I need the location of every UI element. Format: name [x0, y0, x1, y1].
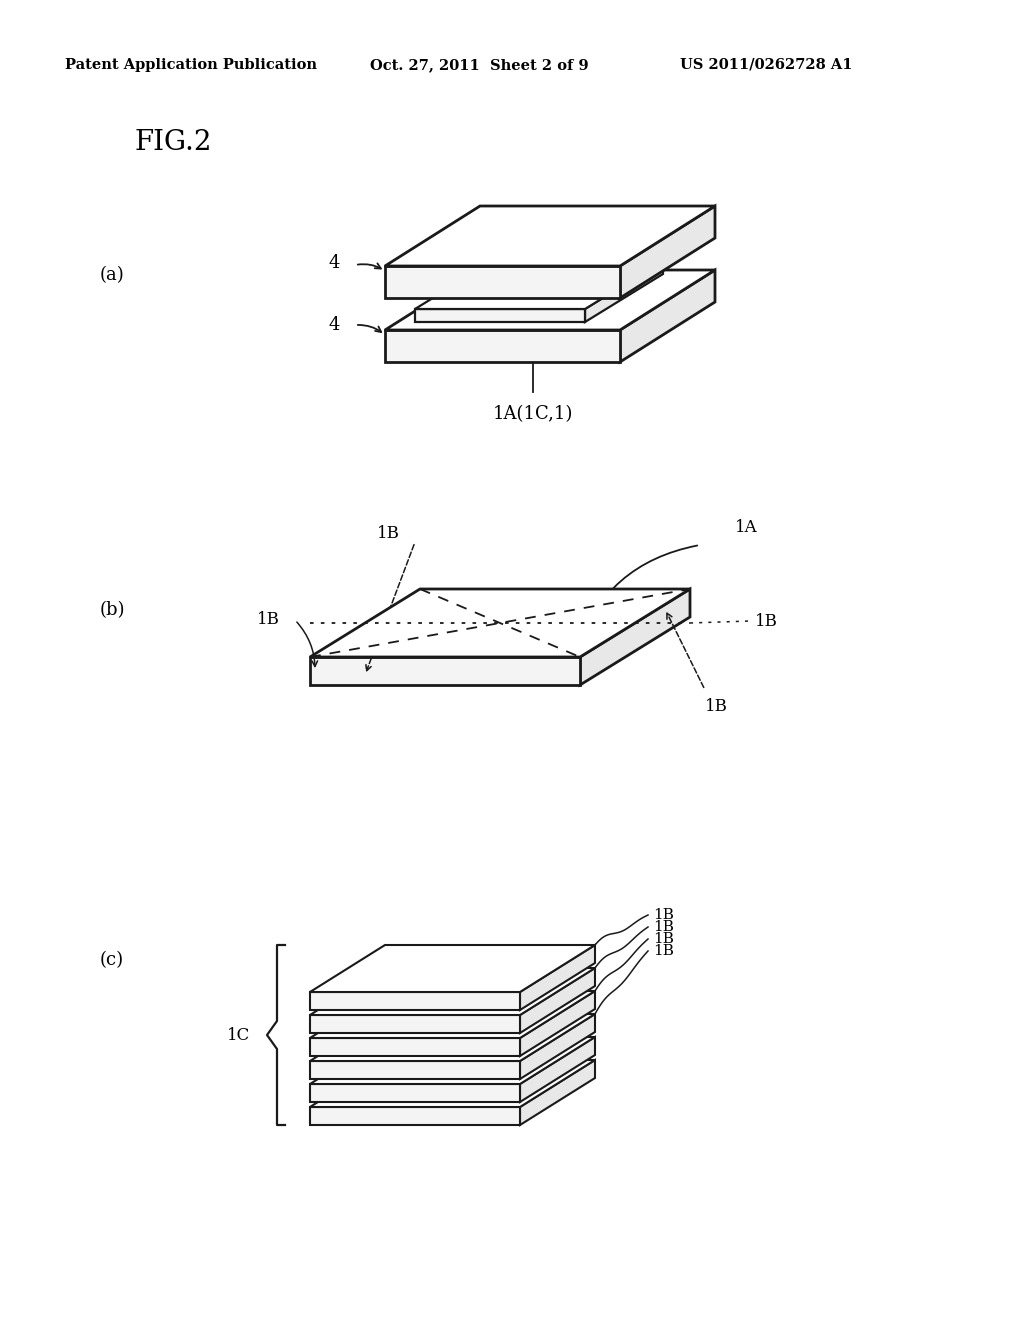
Text: 1B: 1B [705, 698, 728, 715]
Polygon shape [385, 267, 620, 298]
Text: 1A: 1A [735, 520, 758, 536]
Polygon shape [415, 261, 663, 309]
Polygon shape [310, 1084, 520, 1102]
Polygon shape [385, 206, 715, 267]
Text: (b): (b) [100, 601, 126, 619]
Polygon shape [585, 261, 663, 322]
Polygon shape [385, 330, 620, 362]
Polygon shape [520, 1038, 595, 1102]
Polygon shape [415, 309, 585, 322]
Polygon shape [310, 1014, 595, 1061]
Polygon shape [310, 945, 595, 993]
Polygon shape [310, 657, 580, 685]
Text: 1A(1C,1): 1A(1C,1) [493, 405, 572, 422]
Polygon shape [310, 1038, 595, 1084]
Polygon shape [310, 968, 595, 1015]
Text: 1B: 1B [653, 920, 674, 935]
Text: 1B: 1B [653, 944, 674, 958]
Text: 1B: 1B [653, 908, 674, 921]
Text: (a): (a) [100, 267, 125, 284]
Polygon shape [520, 991, 595, 1056]
Polygon shape [310, 1015, 520, 1034]
Polygon shape [310, 1061, 520, 1078]
Polygon shape [620, 206, 715, 298]
Polygon shape [520, 1014, 595, 1078]
Text: FIG.2: FIG.2 [135, 128, 213, 156]
Polygon shape [310, 1038, 520, 1056]
Polygon shape [310, 589, 690, 657]
Polygon shape [310, 993, 520, 1010]
Text: 1C: 1C [226, 1027, 250, 1044]
Text: Oct. 27, 2011  Sheet 2 of 9: Oct. 27, 2011 Sheet 2 of 9 [370, 58, 589, 73]
Text: 1B: 1B [653, 932, 674, 946]
Polygon shape [620, 271, 715, 362]
Text: 4: 4 [329, 253, 340, 272]
Text: Patent Application Publication: Patent Application Publication [65, 58, 317, 73]
Polygon shape [520, 968, 595, 1034]
Text: (c): (c) [100, 950, 124, 969]
Polygon shape [580, 589, 690, 685]
Polygon shape [310, 1060, 595, 1107]
Polygon shape [520, 1060, 595, 1125]
Polygon shape [385, 271, 715, 330]
Text: 1B: 1B [257, 611, 280, 628]
Polygon shape [310, 991, 595, 1038]
Text: 1B: 1B [755, 612, 778, 630]
Text: 4: 4 [329, 315, 340, 334]
Text: US 2011/0262728 A1: US 2011/0262728 A1 [680, 58, 853, 73]
Polygon shape [310, 1107, 520, 1125]
Text: 1B: 1B [377, 524, 400, 541]
Polygon shape [520, 945, 595, 1010]
